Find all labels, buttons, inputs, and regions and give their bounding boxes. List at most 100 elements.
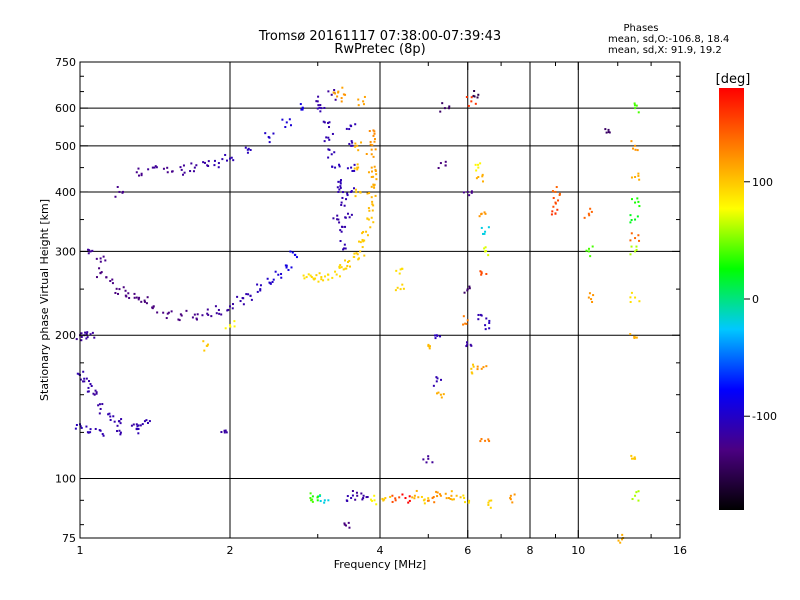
data-point <box>284 126 287 129</box>
data-point <box>101 403 104 406</box>
data-point <box>351 144 354 147</box>
data-point <box>327 121 330 124</box>
data-point <box>339 185 342 188</box>
data-point <box>633 102 636 105</box>
data-point <box>630 219 633 222</box>
data-point <box>483 232 486 235</box>
data-point <box>373 494 376 497</box>
data-point <box>422 458 425 461</box>
data-point <box>590 298 593 301</box>
data-point <box>334 166 337 169</box>
data-point <box>206 312 209 315</box>
data-point <box>372 204 375 207</box>
data-point <box>477 313 480 316</box>
data-point <box>328 126 331 129</box>
data-point <box>341 196 344 199</box>
data-point <box>82 380 85 383</box>
data-point <box>141 423 144 426</box>
data-point <box>340 100 343 103</box>
data-point <box>359 250 362 253</box>
data-point <box>413 497 416 500</box>
data-point <box>327 278 330 281</box>
data-point <box>345 198 348 201</box>
data-point <box>99 271 102 274</box>
data-point <box>100 271 103 274</box>
data-point <box>121 191 124 194</box>
data-point <box>335 273 338 276</box>
data-point <box>381 497 384 500</box>
data-point <box>634 218 637 221</box>
data-point <box>462 323 465 326</box>
data-point <box>629 253 632 256</box>
data-point <box>636 149 639 152</box>
data-point <box>95 276 98 279</box>
data-point <box>332 217 335 220</box>
data-point <box>634 296 637 299</box>
data-point <box>357 104 360 107</box>
axis-ticks: 1 2 4 6 8 10 16 75 100 200 300 400 500 600 750 <box>55 56 687 557</box>
data-point <box>225 159 228 162</box>
data-point <box>634 457 637 460</box>
data-point <box>591 245 594 248</box>
data-point <box>449 497 452 500</box>
data-point <box>479 162 482 165</box>
data-point <box>439 493 442 496</box>
data-point <box>637 200 640 203</box>
data-point <box>95 257 98 260</box>
colorbar-ticks: 100 0 -100 <box>744 176 777 423</box>
data-point <box>433 501 436 504</box>
data-point <box>630 198 633 201</box>
data-point <box>271 280 274 283</box>
data-point <box>394 289 397 292</box>
data-point <box>92 392 95 395</box>
data-point <box>113 420 116 423</box>
data-point <box>120 418 123 421</box>
data-point <box>328 138 331 141</box>
data-point <box>337 218 340 221</box>
data-point <box>629 296 632 299</box>
data-point <box>115 430 118 433</box>
data-point <box>311 495 314 498</box>
data-point <box>153 166 156 169</box>
data-point <box>473 95 476 98</box>
data-point <box>193 166 196 169</box>
data-point <box>300 108 303 111</box>
data-point <box>177 318 180 321</box>
data-point <box>340 266 343 269</box>
data-point <box>444 164 447 167</box>
data-point <box>295 256 298 259</box>
data-point <box>182 164 185 167</box>
data-point <box>310 499 313 502</box>
data-point <box>196 313 199 316</box>
data-point <box>439 110 442 113</box>
data-point <box>122 286 125 289</box>
data-point <box>229 324 231 327</box>
data-point <box>323 106 326 109</box>
data-point <box>133 292 136 295</box>
data-point <box>635 104 638 107</box>
data-point <box>315 274 318 277</box>
data-point <box>368 192 371 195</box>
data-point <box>203 161 206 164</box>
data-point <box>124 289 127 292</box>
data-point <box>442 393 445 396</box>
data-point <box>484 212 487 215</box>
data-point <box>474 102 477 105</box>
data-point <box>463 291 466 294</box>
data-point <box>98 403 101 406</box>
data-point <box>137 167 140 170</box>
data-point <box>118 190 121 193</box>
data-point <box>480 213 483 216</box>
data-point <box>327 90 330 93</box>
data-point <box>467 104 470 107</box>
data-point <box>384 497 387 500</box>
data-point <box>633 456 636 459</box>
data-point <box>479 440 482 443</box>
data-point <box>210 315 213 318</box>
data-point <box>302 274 305 277</box>
data-point <box>109 415 112 418</box>
data-point <box>288 118 291 121</box>
data-point <box>179 166 182 169</box>
data-point <box>435 392 438 395</box>
